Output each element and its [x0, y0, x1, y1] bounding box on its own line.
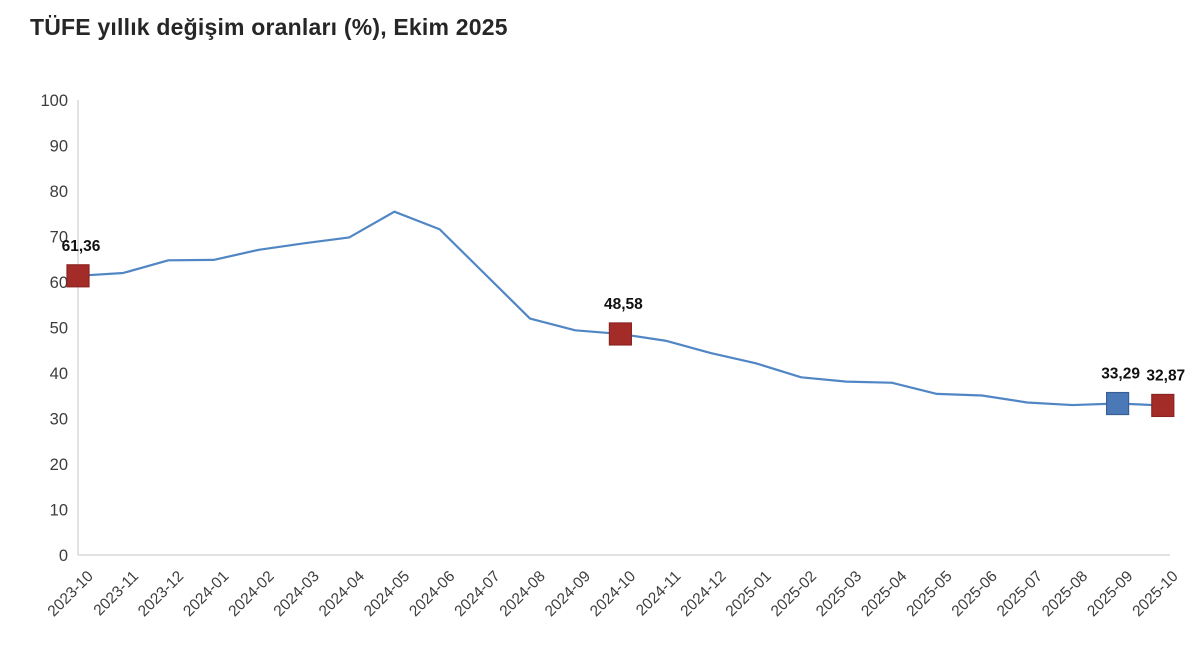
- x-tick-label: 2024-02: [225, 568, 277, 620]
- data-point-label: 32,87: [1146, 367, 1185, 384]
- data-point-label: 61,36: [62, 238, 101, 255]
- x-tick-label: 2024-01: [180, 568, 232, 620]
- y-tick-label: 70: [50, 229, 68, 247]
- y-tick-label: 0: [59, 547, 68, 565]
- x-tick-label: 2025-08: [1039, 568, 1091, 620]
- y-tick-label: 10: [50, 502, 68, 520]
- x-tick-label: 2024-04: [316, 568, 369, 621]
- x-tick-label: 2024-12: [677, 568, 729, 620]
- x-tick-label: 2025-04: [858, 568, 911, 621]
- y-tick-label: 100: [40, 92, 68, 110]
- data-point-label: 33,29: [1101, 366, 1140, 383]
- x-tick-label: 2024-08: [497, 568, 549, 620]
- x-tick-label: 2024-09: [542, 568, 594, 620]
- x-tick-label: 2025-07: [994, 568, 1046, 620]
- y-tick-label: 20: [50, 456, 68, 474]
- y-tick-label: 60: [50, 274, 68, 292]
- x-tick-label: 2023-12: [135, 568, 187, 620]
- x-tick-label: 2025-10: [1129, 568, 1182, 621]
- data-point-marker: [1151, 393, 1175, 418]
- x-tick-label: 2024-11: [633, 568, 684, 619]
- y-tick-label: 80: [50, 183, 68, 201]
- data-point-label: 48,58: [604, 296, 643, 313]
- x-tick-label: 2024-05: [361, 568, 413, 620]
- x-tick-label: 2023-11: [91, 568, 142, 619]
- data-point-marker: [1105, 391, 1130, 416]
- x-tick-label: 2025-03: [813, 568, 865, 620]
- x-tick-label: 2025-09: [1084, 568, 1136, 620]
- x-tick-label: 2023-10: [45, 568, 98, 621]
- x-tick-label: 2025-06: [949, 568, 1001, 620]
- chart-title: TÜFE yıllık değişim oranları (%), Ekim 2…: [30, 14, 508, 40]
- data-point-marker: [66, 264, 90, 288]
- x-tick-label: 2025-01: [723, 568, 775, 620]
- x-tick-label: 2024-06: [406, 568, 458, 620]
- x-tick-label: 2025-05: [903, 568, 955, 620]
- x-tick-label: 2024-03: [271, 568, 323, 620]
- y-tick-label: 90: [50, 138, 68, 156]
- x-tick-label: 2025-02: [768, 568, 820, 620]
- x-tick-label: 2024-10: [587, 568, 640, 621]
- y-tick-label: 40: [50, 365, 68, 383]
- y-tick-label: 50: [50, 320, 68, 338]
- data-point-marker: [608, 322, 633, 346]
- y-tick-label: 30: [50, 411, 68, 429]
- x-tick-label: 2024-07: [451, 568, 503, 620]
